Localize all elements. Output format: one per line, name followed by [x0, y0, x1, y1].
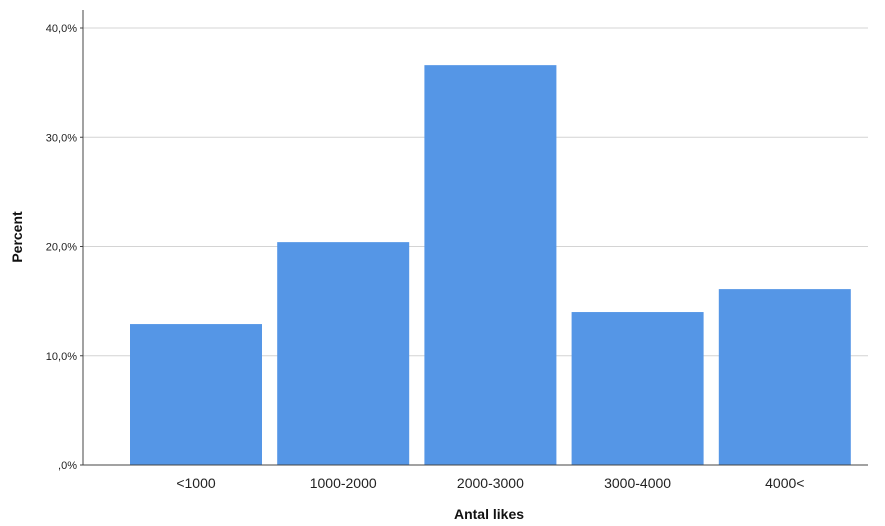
y-tick-labels: ,0% 10,0% 20,0% 30,0% 40,0%: [46, 23, 77, 472]
x-tick-label: 3000-4000: [604, 475, 671, 491]
x-tick-label: <1000: [176, 475, 216, 491]
bar-layer: [130, 65, 851, 466]
x-tick-label: 2000-3000: [457, 475, 524, 491]
x-tick-labels: <1000 1000-2000 2000-3000 3000-4000 4000<: [176, 475, 804, 491]
y-tick-label: 30,0%: [46, 132, 77, 144]
y-tick-label: 40,0%: [46, 23, 77, 35]
bar: [277, 242, 410, 465]
bar: [424, 65, 557, 466]
bar: [571, 312, 704, 465]
y-tick-label: 10,0%: [46, 351, 77, 363]
axis-layer: [80, 10, 868, 466]
x-tick-label: 1000-2000: [310, 475, 377, 491]
y-axis-title: Percent: [9, 211, 25, 263]
bar: [718, 289, 851, 465]
y-tick-label: ,0%: [58, 460, 77, 472]
x-tick-label: 4000<: [765, 475, 804, 491]
x-axis-title: Antal likes: [454, 506, 524, 522]
bar: [130, 324, 262, 465]
y-tick-label: 20,0%: [46, 242, 77, 254]
